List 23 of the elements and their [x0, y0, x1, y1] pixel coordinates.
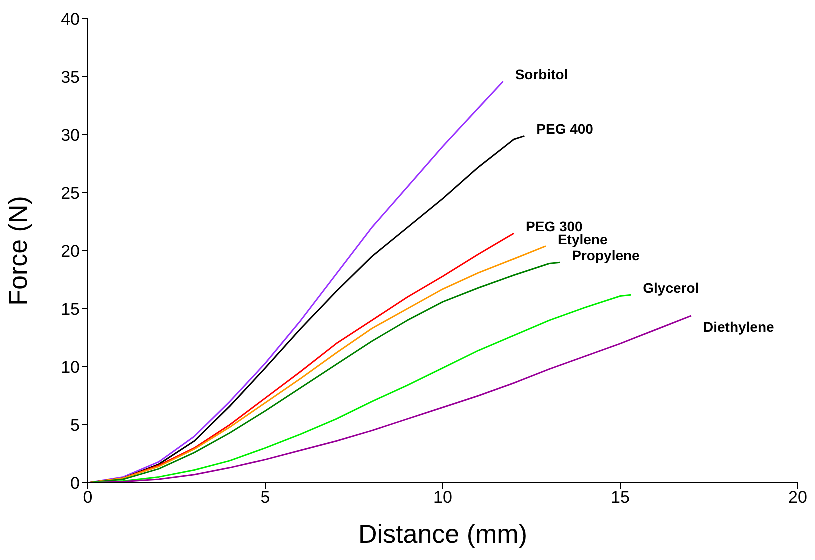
- series-label: Sorbitol: [515, 66, 568, 83]
- y-tick-label: 10: [61, 358, 80, 378]
- line-series: [88, 315, 692, 483]
- series-label: Propylene: [572, 248, 640, 264]
- x-tick-label: 0: [83, 488, 93, 508]
- y-tick-label: 0: [70, 474, 80, 494]
- y-tick-label: 5: [70, 416, 80, 436]
- y-axis-title: Force (N): [3, 196, 34, 306]
- series-label: PEG 400: [536, 121, 594, 138]
- x-tick-label: 15: [611, 488, 630, 508]
- series-label: Glycerol: [643, 280, 700, 296]
- y-tick-label: 35: [61, 68, 80, 88]
- x-tick-label: 5: [260, 488, 270, 508]
- y-tick-label: 20: [61, 242, 80, 262]
- x-tick-label: 20: [788, 488, 808, 508]
- y-tick-label: 25: [61, 184, 80, 204]
- y-tick-label: 15: [61, 300, 80, 320]
- x-tick-label: 10: [434, 488, 452, 508]
- y-tick-label: 30: [61, 126, 80, 146]
- x-axis-title: Distance (mm): [358, 519, 528, 549]
- line-series: [88, 80, 504, 483]
- y-tick-label: 40: [61, 10, 80, 30]
- series-label: Diethylene: [704, 318, 775, 335]
